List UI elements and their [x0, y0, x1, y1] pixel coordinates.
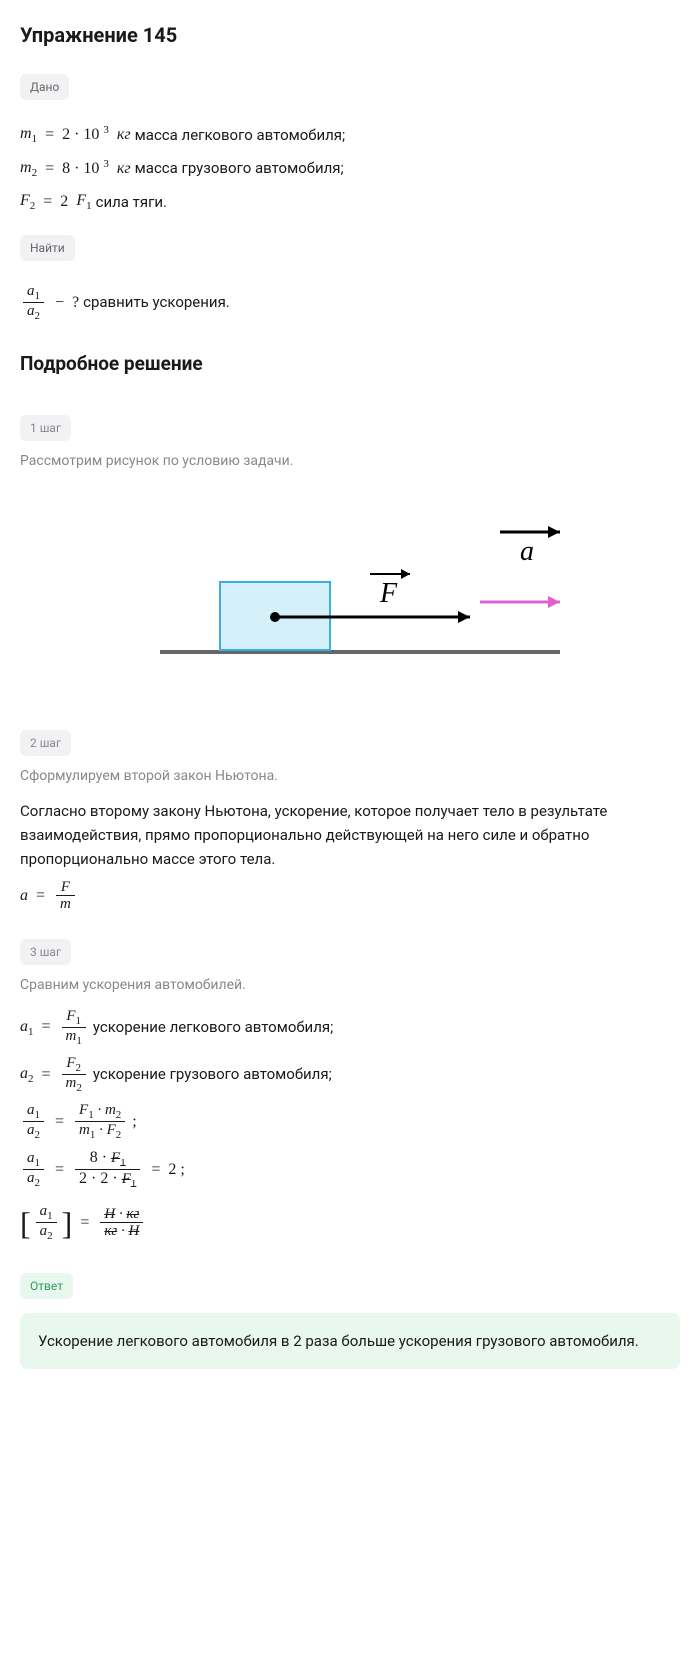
- step2-badge: 2 шаг: [20, 730, 71, 756]
- exercise-title: Упражнение 145: [20, 20, 680, 50]
- step2-caption: Сформулируем второй закон Ньютона.: [20, 766, 680, 787]
- step1-badge: 1 шаг: [20, 415, 71, 441]
- f-label: F: [379, 578, 398, 609]
- given-m2: m2 = 8 · 103 кг масса грузового автомоби…: [20, 156, 680, 182]
- given-f: F2 = 2 F1 сила тяги.: [20, 189, 680, 215]
- newton-formula: a = Fm: [20, 879, 680, 913]
- given-m1: m1 = 2 · 103 кг масса легкового автомоби…: [20, 122, 680, 148]
- solution-heading: Подробное решение: [20, 350, 680, 379]
- find-badge: Найти: [20, 235, 75, 261]
- a-label: a: [520, 536, 534, 567]
- answer-badge: Ответ: [20, 1273, 73, 1299]
- find-line: a1a2 − ? сравнить ускорения.: [20, 283, 680, 322]
- step2-text: Согласно второму закону Ньютона, ускорен…: [20, 799, 680, 871]
- ratio-formula: a1a2 = F1 · m2m1 · F2 ;: [20, 1102, 680, 1141]
- a1-formula: a1 = F1m1 ускорение легкового автомобиля…: [20, 1008, 680, 1047]
- ratio-numeric: a1a2 = 8 · F12 · 2 · F1 = 2 ;: [20, 1149, 680, 1190]
- force-diagram: F a: [100, 502, 600, 682]
- units-check: a1a2 = H · кгкг · H: [20, 1199, 680, 1247]
- answer-box: Ускорение легкового автомобиля в 2 раза …: [20, 1313, 680, 1369]
- given-badge: Дано: [20, 74, 69, 100]
- step3-badge: 3 шаг: [20, 939, 71, 965]
- diagram-container: F a: [20, 502, 680, 682]
- step3-caption: Сравним ускорения автомобилей.: [20, 975, 680, 996]
- a2-formula: a2 = F2m2 ускорение грузового автомобиля…: [20, 1055, 680, 1094]
- step1-caption: Рассмотрим рисунок по условию задачи.: [20, 451, 680, 472]
